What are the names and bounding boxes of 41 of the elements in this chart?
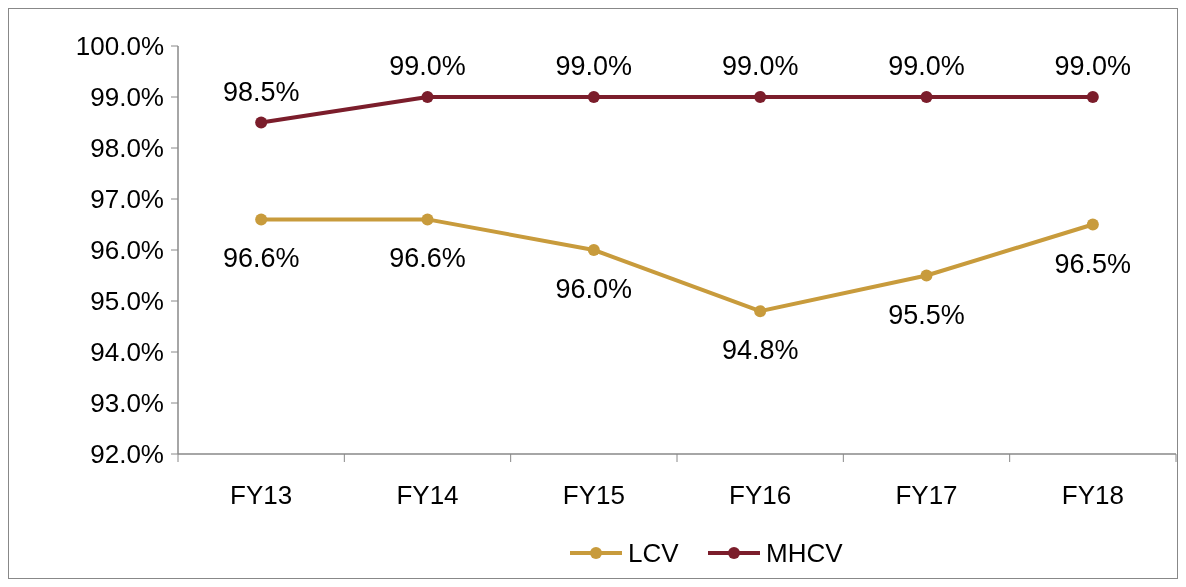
x-tick-label: FY13 [230,480,293,510]
legend-label: LCV [628,538,680,569]
y-tick-label: 95.0% [90,286,164,317]
point [255,116,268,129]
y-tick-label: 93.0% [90,388,164,419]
data-label: 94.8% [721,335,799,366]
y-tick-label: 100.0% [75,31,164,62]
y-tick-label: 94.0% [90,337,164,368]
point [1086,91,1099,103]
point [1086,218,1099,231]
data-label: 99.0% [721,51,799,81]
x-tick-label: FY15 [562,480,625,510]
y-tick-label: 98.0% [90,133,164,164]
point [754,305,767,318]
data-label: 99.0% [389,51,466,81]
data-label: 96.6% [222,243,300,274]
x-tick-label: FY17 [895,480,958,510]
point [920,269,933,282]
y-tick-label: 99.0% [90,82,164,113]
x-tick-label: FY18 [1061,480,1124,510]
data-label: 99.0% [555,51,633,81]
point [255,213,268,226]
data-label: 96.6% [389,243,466,274]
data-label: 99.0% [1054,51,1132,81]
x-tick-label: FY14 [396,480,459,510]
y-tick-label: 97.0% [90,184,164,215]
y-tick-label: 92.0% [90,439,164,470]
y-tick-label: 96.0% [90,235,164,266]
legend-label: MHCV [766,538,844,569]
data-label: 99.0% [888,51,965,81]
data-label: 96.5% [1054,248,1132,279]
point [920,91,933,103]
data-label: 95.5% [888,299,965,330]
point [421,213,434,226]
point [587,91,600,103]
point [587,244,600,256]
point [754,91,767,103]
data-label: 96.0% [555,274,633,304]
data-label: 98.5% [222,76,300,107]
x-tick-label: FY16 [729,480,792,510]
point [421,91,434,103]
